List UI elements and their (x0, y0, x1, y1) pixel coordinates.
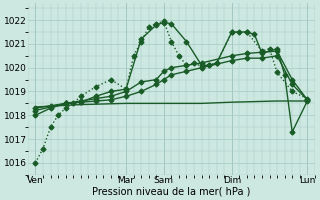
X-axis label: Pression niveau de la mer( hPa ): Pression niveau de la mer( hPa ) (92, 187, 251, 197)
